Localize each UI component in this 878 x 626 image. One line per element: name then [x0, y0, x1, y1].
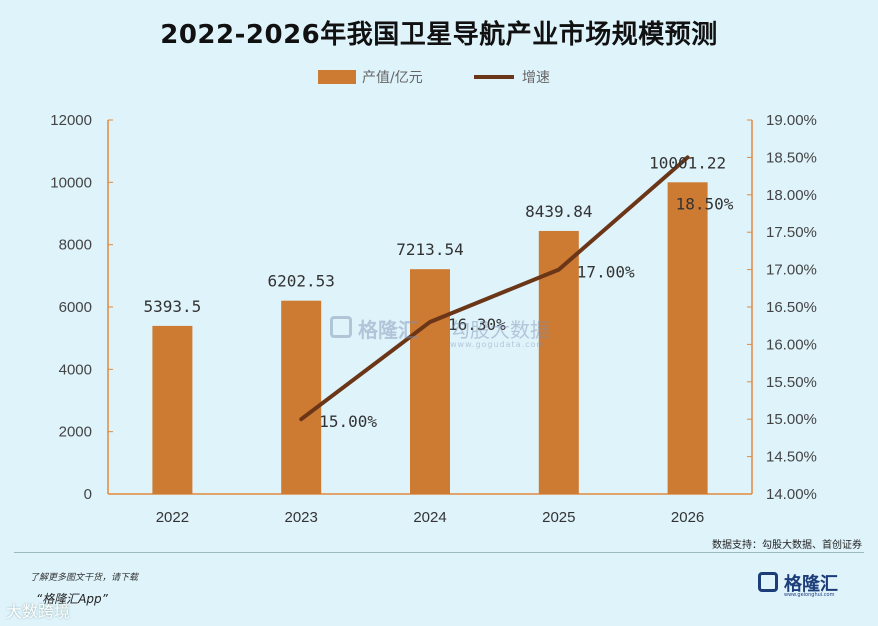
chart-title: 2022-2026年我国卫星导航产业市场规模预测: [160, 20, 718, 50]
legend-bar-swatch: [318, 70, 356, 84]
growth-line-path: [299, 155, 690, 422]
watermark-logo-icon: [330, 316, 352, 338]
growth-value-label: 15.00%: [319, 412, 377, 431]
data-labels: 5393.5 6202.53 7213.54 8439.84 10001.22 15.00…: [144, 153, 734, 431]
y-left-tick-label: 4000: [59, 361, 92, 378]
footer-app: “格隆汇App”: [36, 592, 108, 606]
bar: [667, 182, 708, 495]
legend: 产值/亿元 增速: [318, 70, 550, 86]
logo-icon: [758, 572, 778, 592]
y-right-tick-label: 16.00%: [766, 336, 817, 353]
y-left-tick-label: 0: [84, 486, 92, 503]
y-right-tick-label: 17.00%: [766, 262, 817, 279]
watermark-name2: 勾股大数据: [450, 318, 550, 342]
x-tick-label: 2025: [542, 509, 575, 526]
footer-divider: [14, 552, 864, 553]
x-tick-label: 2024: [413, 509, 446, 526]
bar: [152, 325, 193, 494]
y-left-tick-label: 6000: [59, 299, 92, 316]
x-tick-label: 2026: [671, 509, 704, 526]
y-left-tick-label: 8000: [59, 237, 92, 254]
y-right-tick-label: 14.50%: [766, 449, 817, 466]
bar-value-label: 8439.84: [525, 202, 592, 221]
growth-value-label: 16.30%: [448, 315, 506, 334]
bar: [281, 300, 322, 494]
x-tick-label: 2023: [285, 509, 318, 526]
y-right-tick-label: 17.50%: [766, 224, 817, 241]
y-right-tick-label: 15.50%: [766, 374, 817, 391]
y-left-tick-label: 10000: [50, 174, 92, 191]
y-right-tick-label: 14.00%: [766, 486, 817, 503]
y-left-tick-label: 2000: [59, 424, 92, 441]
y-left-tick-label: 12000: [50, 112, 92, 129]
bar: [410, 269, 450, 494]
bar-value-label: 6202.53: [267, 272, 334, 291]
y-right-tick-label: 19.00%: [766, 112, 817, 129]
growth-value-label: 17.00%: [577, 263, 635, 282]
y-right-tick-label: 15.00%: [766, 411, 817, 428]
x-tick-label: 2022: [156, 509, 189, 526]
y-right-tick-label: 18.50%: [766, 149, 817, 166]
watermark-name: 格隆汇: [358, 318, 418, 342]
watermark-url: www.gogudata.com: [450, 340, 546, 349]
data-source: 数据支持：勾股大数据、首创证券: [712, 540, 862, 551]
growth-line: [299, 155, 690, 422]
y-right-tick-label: 16.50%: [766, 299, 817, 316]
footer-watermark: 大数跨境: [6, 602, 71, 621]
legend-line-label: 增速: [522, 70, 550, 86]
growth-value-label: 18.50%: [676, 194, 734, 213]
bar-value-label: 7213.54: [396, 240, 463, 259]
footer-logo[interactable]: 格隆汇 www.gelonghui.com: [758, 570, 848, 600]
logo-url: www.gelonghui.com: [784, 592, 835, 598]
legend-bar-label: 产值/亿元: [362, 70, 423, 86]
footer-note: 了解更多图文干货，请下载: [30, 573, 139, 583]
bar-value-label: 10001.22: [649, 153, 726, 172]
watermark: 格隆汇 勾股大数据 www.gogudata.com: [330, 312, 570, 352]
axes: 0 2000 4000 6000 8000 10000 12000 14.00% 14.50% 1…: [50, 112, 817, 526]
logo-name: 格隆汇: [784, 574, 838, 595]
y-right-tick-label: 18.00%: [766, 187, 817, 204]
bar-value-label: 5393.5: [144, 297, 202, 316]
